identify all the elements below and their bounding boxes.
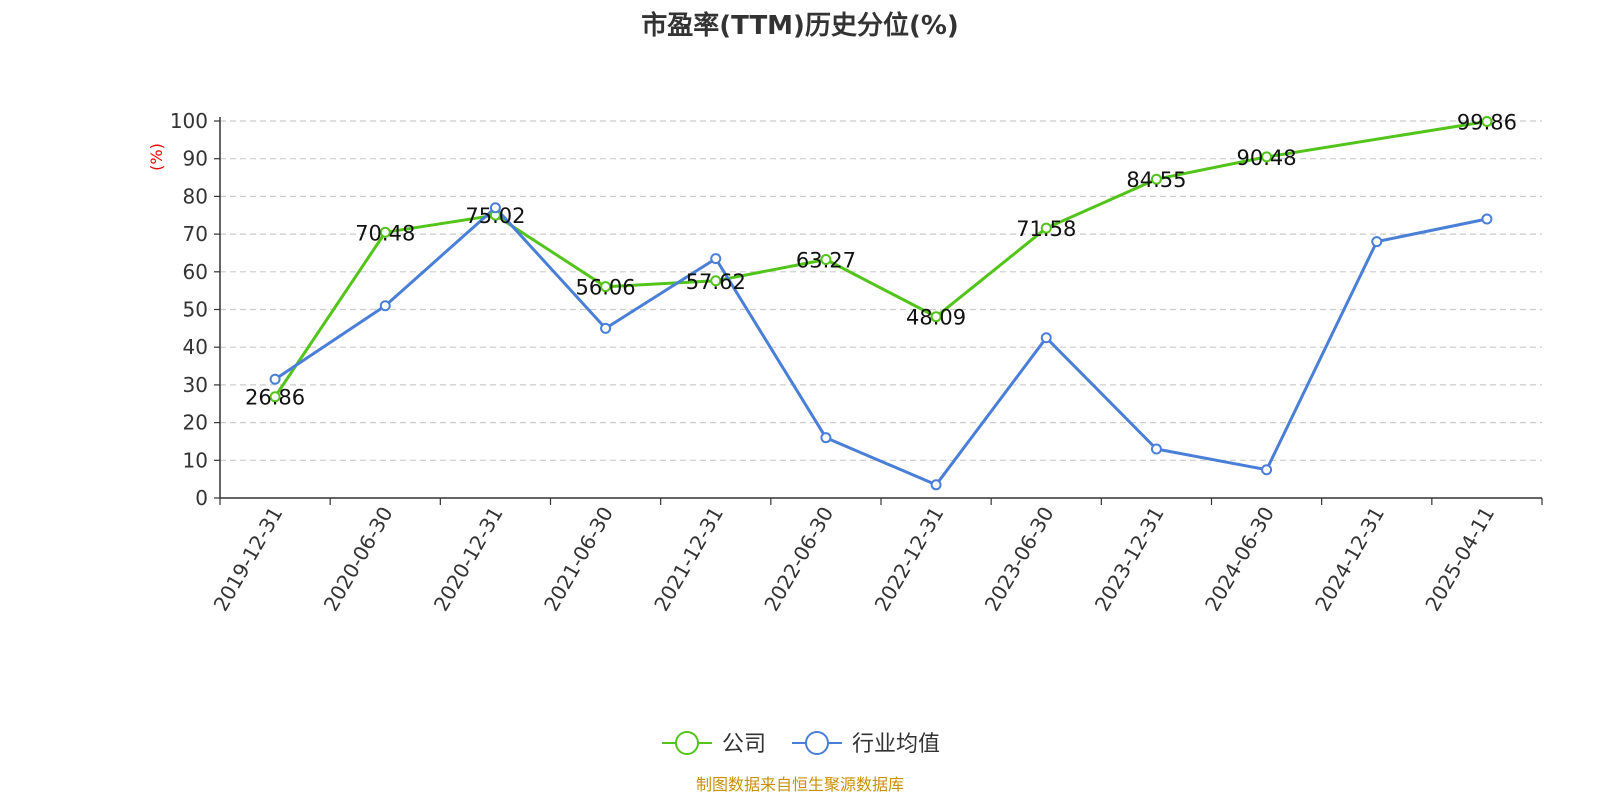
y-tick-label: 50 xyxy=(183,298,208,322)
data-label: 70.48 xyxy=(355,221,415,245)
series-line xyxy=(273,120,1488,398)
data-label: 56.06 xyxy=(576,276,636,300)
x-tick-label: 2022-12-31 xyxy=(870,502,949,615)
data-point xyxy=(930,311,942,323)
data-point xyxy=(1150,173,1162,185)
legend-marker xyxy=(675,731,699,755)
x-tick-label: 2025-04-11 xyxy=(1420,503,1499,616)
legend-marker xyxy=(805,731,829,755)
data-point xyxy=(710,253,722,265)
data-point xyxy=(930,479,942,491)
data-point xyxy=(269,373,281,385)
x-tick-label: 2022-06-30 xyxy=(759,503,838,616)
data-point xyxy=(1040,222,1052,234)
legend[interactable]: 公司 行业均值 xyxy=(662,731,940,757)
y-tick-label: 10 xyxy=(183,448,208,472)
data-point xyxy=(820,432,832,444)
x-tick-label: 2020-12-31 xyxy=(429,502,508,615)
y-tick-label: 70 xyxy=(183,222,208,246)
x-tick-label: 2021-06-30 xyxy=(539,503,618,616)
data-label: 75.02 xyxy=(465,204,525,228)
x-tick-label: 2024-06-30 xyxy=(1200,503,1279,616)
grid-lines xyxy=(220,120,1542,461)
x-tick-label: 2023-12-31 xyxy=(1090,503,1169,616)
y-tick-label: 0 xyxy=(195,486,208,510)
data-point xyxy=(1150,443,1162,455)
x-ticks: 2019-12-31 2020-06-30 2020-12-31 2021-06-30… xyxy=(209,498,1543,616)
series-line xyxy=(274,206,1488,487)
y-tick-label: 80 xyxy=(183,184,208,208)
y-tick-label: 60 xyxy=(183,260,208,284)
y-tick-label: 100 xyxy=(170,109,208,133)
x-tick-label: 2024-12-31 xyxy=(1310,503,1389,616)
data-point xyxy=(1371,236,1383,248)
data-point xyxy=(820,253,832,265)
legend-item[interactable]: 公司 xyxy=(662,731,766,757)
series-points xyxy=(269,116,1493,491)
legend-item[interactable]: 行业均值 xyxy=(792,731,940,757)
data-label: 99.86 xyxy=(1457,111,1517,135)
y-axis-label: (%) xyxy=(147,143,166,171)
source-note: 制图数据来自恒生聚源数据库 xyxy=(696,775,904,794)
data-point xyxy=(379,226,391,238)
y-tick-label: 90 xyxy=(183,147,208,171)
data-point xyxy=(600,322,612,334)
data-point xyxy=(1040,332,1052,344)
data-point xyxy=(600,281,612,293)
data-label: 90.48 xyxy=(1237,146,1297,170)
x-tick-label: 2020-06-30 xyxy=(319,503,398,616)
chart-title: 市盈率(TTM)历史分位(%) xyxy=(641,10,959,41)
x-tick-label: 2021-12-31 xyxy=(649,503,728,616)
data-label: 26.86 xyxy=(245,386,305,410)
legend-label: 行业均值 xyxy=(852,732,940,757)
data-point xyxy=(1481,213,1493,225)
data-point xyxy=(1261,151,1273,163)
data-label: 71.58 xyxy=(1016,217,1076,241)
data-point xyxy=(269,391,281,403)
data-point xyxy=(489,202,501,214)
y-tick-label: 40 xyxy=(183,335,208,359)
x-tick-label: 2023-06-30 xyxy=(980,503,1059,616)
data-point xyxy=(379,300,391,312)
y-tick-label: 20 xyxy=(183,411,208,435)
data-label: 84.55 xyxy=(1126,168,1186,192)
data-point xyxy=(1481,116,1493,128)
data-label: 63.27 xyxy=(796,248,856,272)
data-point xyxy=(710,275,722,287)
data-label: 57.62 xyxy=(686,270,746,294)
y-tick-label: 30 xyxy=(183,373,208,397)
data-labels: 26.86 70.48 75.02 56.06 57.62 63.27 48.09 71.58… xyxy=(245,111,1517,410)
data-point xyxy=(1261,464,1273,476)
series-lines xyxy=(273,120,1488,487)
legend-label: 公司 xyxy=(722,732,766,757)
x-tick-label: 2019-12-31 xyxy=(209,503,288,616)
data-label: 48.09 xyxy=(906,306,966,330)
y-ticks: 0 10 20 30 40 50 60 70 80 90 100 xyxy=(170,109,220,510)
